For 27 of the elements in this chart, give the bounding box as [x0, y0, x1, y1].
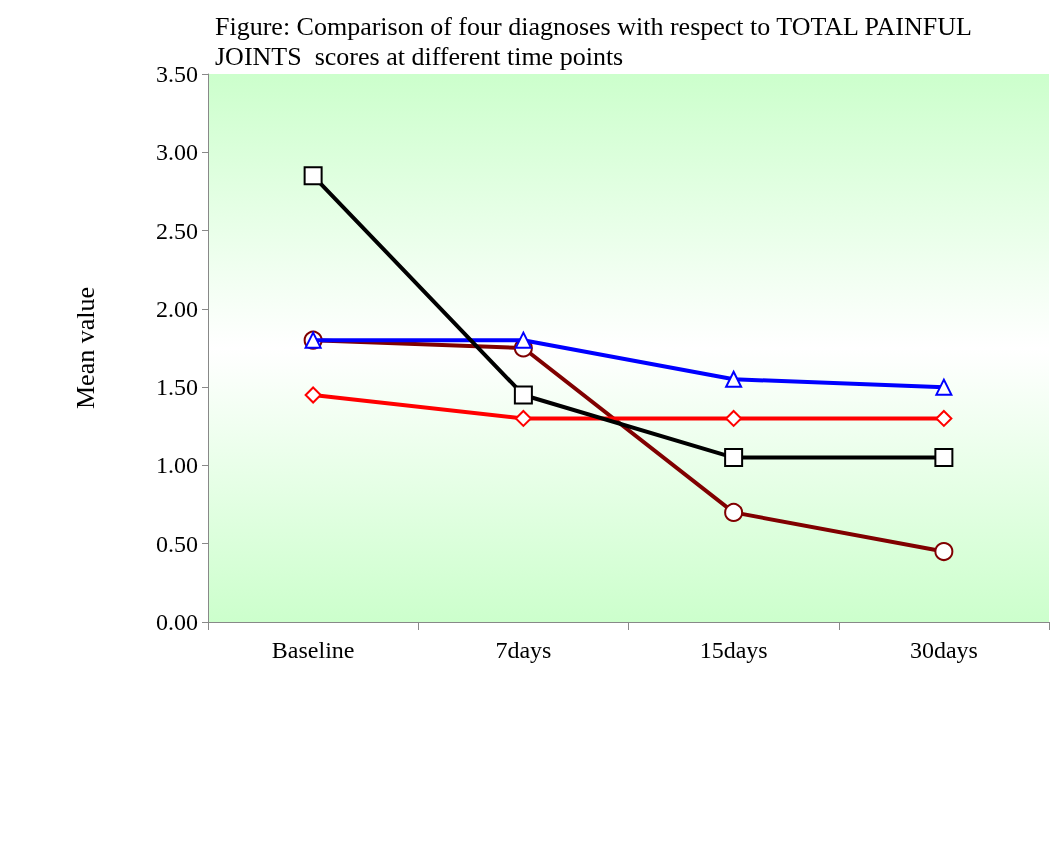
y-tick-label: 0.00 — [156, 609, 198, 635]
point — [303, 166, 323, 186]
y-tick-label: 1.50 — [156, 374, 198, 401]
chart-title: Figure: Comparison of four diagnoses with respect to TOTAL PAINFUL JOINTS scores at different time points — [215, 11, 978, 71]
point — [304, 386, 322, 404]
x-tick-label: 15days — [699, 637, 768, 663]
y-tick-label: 2.00 — [156, 295, 198, 322]
y-tick-label: 3.00 — [156, 139, 198, 166]
point — [513, 385, 533, 405]
y-tick-label: 0.50 — [156, 530, 198, 557]
point — [724, 448, 744, 468]
y-tick-label: 3.50 — [156, 61, 198, 87]
point — [934, 542, 954, 562]
y-tick-label: 1.00 — [156, 452, 198, 479]
x-tick-label: 30days — [909, 637, 978, 663]
point — [935, 378, 953, 396]
point — [934, 448, 954, 468]
point — [724, 502, 744, 522]
x-tick-label: 7days — [495, 637, 552, 663]
y-axis-title: Mean value — [70, 286, 100, 410]
point — [514, 331, 532, 349]
x-tick-label: Baseline — [271, 637, 355, 663]
point — [935, 409, 953, 427]
point — [725, 370, 743, 388]
y-tick-label: 2.50 — [156, 217, 198, 244]
point — [514, 409, 532, 427]
point — [725, 409, 743, 427]
